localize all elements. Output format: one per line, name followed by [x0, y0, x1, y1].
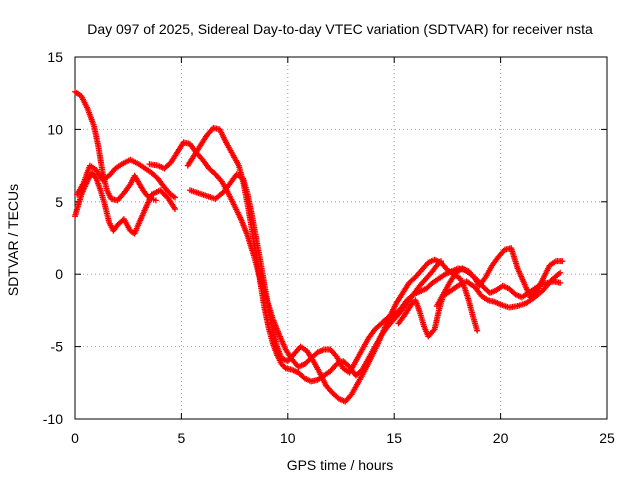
- tick-labels: 0 5 10 15 20 25 -10 -5 0 5 10 15: [43, 49, 615, 446]
- data-point: [172, 206, 179, 213]
- series-track-6: [186, 171, 481, 405]
- series-track-5: [184, 124, 445, 385]
- series-track-2: [72, 169, 179, 237]
- x-tick-label: 5: [178, 430, 186, 446]
- data-point: [172, 194, 179, 201]
- data-point: [557, 269, 564, 276]
- series-track-8: [395, 269, 564, 340]
- grid-lines: [75, 57, 607, 419]
- y-tick-label: 10: [47, 121, 63, 137]
- y-tick-label: -10: [43, 411, 63, 427]
- x-tick-label: 10: [280, 430, 296, 446]
- y-tick-label: 15: [47, 49, 63, 65]
- data-point: [559, 258, 566, 265]
- data-point: [152, 197, 159, 204]
- x-tick-label: 25: [599, 430, 615, 446]
- y-axis-label: SDTVAR / TECUs: [5, 184, 21, 296]
- data-point: [557, 279, 564, 286]
- x-tick-label: 0: [71, 430, 79, 446]
- series-track-3: [74, 156, 179, 201]
- axes: [74, 56, 608, 420]
- y-tick-label: 5: [55, 194, 63, 210]
- y-tick-label: -5: [51, 339, 64, 355]
- x-axis-label: GPS time / hours: [287, 457, 394, 473]
- plot-frame: [74, 56, 608, 420]
- y-tick-label: 0: [55, 266, 63, 282]
- chart-title: Day 097 of 2025, Sidereal Day-to-day VTE…: [87, 21, 593, 37]
- series-track-7: [433, 245, 566, 310]
- x-tick-label: 15: [386, 430, 402, 446]
- data-points: [72, 88, 566, 405]
- data-point: [474, 327, 481, 334]
- x-tick-label: 20: [493, 430, 509, 446]
